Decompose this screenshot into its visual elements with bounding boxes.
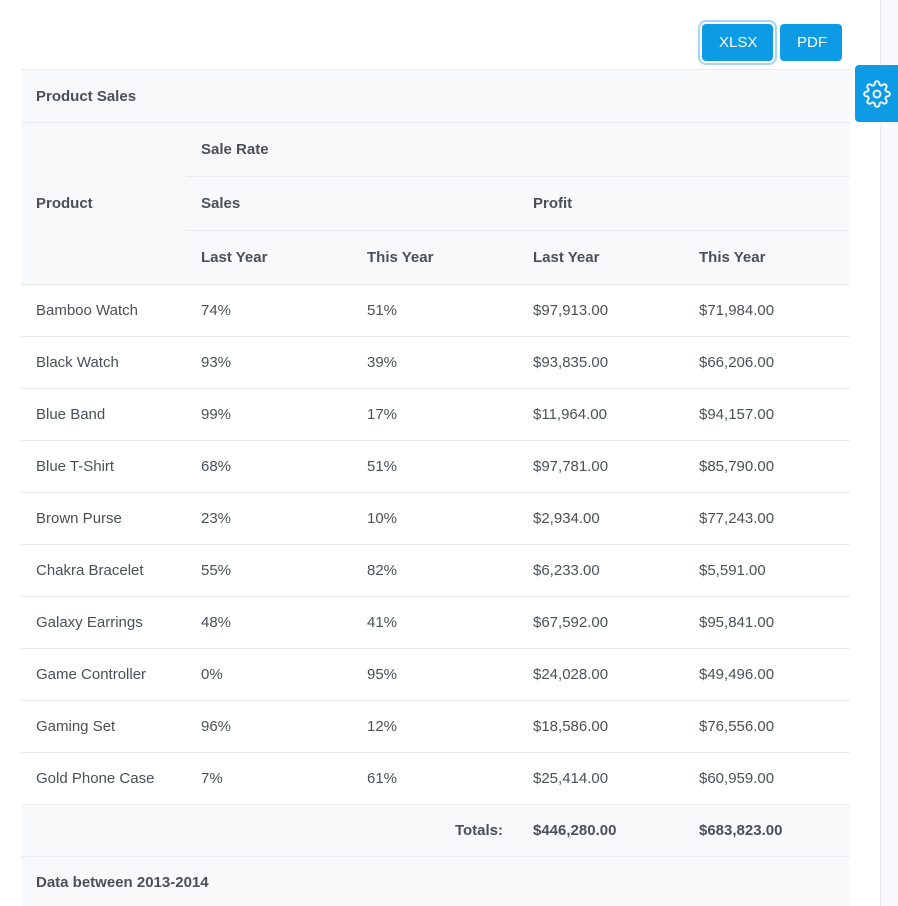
cell-product: Blue Band	[21, 388, 186, 441]
cell-sales-last-year: 96%	[186, 700, 352, 753]
table-summary: Data between 2013-2014	[21, 857, 849, 906]
table-row: Brown Purse 23% 10% $2,934.00 $77,243.00	[21, 492, 851, 545]
header-profit: Profit	[518, 176, 851, 231]
cell-sales-last-year: 74%	[186, 284, 352, 337]
header-sales-last-year: Last Year	[186, 230, 352, 285]
cell-profit-last-year: $6,233.00	[518, 544, 684, 597]
cell-sales-last-year: 68%	[186, 440, 352, 493]
cell-product: Blue T-Shirt	[21, 440, 186, 493]
header-profit-this-year: This Year	[684, 230, 851, 285]
table-row: Black Watch 93% 39% $93,835.00 $66,206.00	[21, 336, 851, 389]
cell-sales-this-year: 61%	[352, 752, 518, 805]
cell-sales-last-year: 93%	[186, 336, 352, 389]
table-row: Game Controller 0% 95% $24,028.00 $49,496.00	[21, 648, 851, 701]
cell-product: Brown Purse	[21, 492, 186, 545]
cell-sales-this-year: 12%	[352, 700, 518, 753]
cell-sales-this-year: 10%	[352, 492, 518, 545]
cell-sales-this-year: 17%	[352, 388, 518, 441]
cell-profit-last-year: $25,414.00	[518, 752, 684, 805]
table-row: Gaming Set 96% 12% $18,586.00 $76,556.00	[21, 700, 851, 753]
cell-sales-this-year: 39%	[352, 336, 518, 389]
totals-profit-this-year: $683,823.00	[684, 804, 851, 857]
cell-profit-last-year: $67,592.00	[518, 596, 684, 649]
cell-product: Black Watch	[21, 336, 186, 389]
cell-product: Gold Phone Case	[21, 752, 186, 805]
header-sales: Sales	[186, 176, 518, 231]
table-row: Blue T-Shirt 68% 51% $97,781.00 $85,790.00	[21, 440, 851, 493]
table-row: Bamboo Watch 74% 51% $97,913.00 $71,984.00	[21, 284, 851, 337]
cell-profit-last-year: $24,028.00	[518, 648, 684, 701]
cell-profit-this-year: $5,591.00	[684, 544, 851, 597]
cell-profit-this-year: $85,790.00	[684, 440, 851, 493]
cell-sales-this-year: 41%	[352, 596, 518, 649]
cell-sales-this-year: 95%	[352, 648, 518, 701]
cell-sales-last-year: 55%	[186, 544, 352, 597]
cell-sales-last-year: 48%	[186, 596, 352, 649]
gear-icon	[862, 79, 891, 108]
totals-profit-last-year: $446,280.00	[518, 804, 684, 857]
header-sale-rate: Sale Rate	[186, 122, 851, 177]
cell-profit-this-year: $71,984.00	[684, 284, 851, 337]
cell-sales-last-year: 0%	[186, 648, 352, 701]
cell-profit-this-year: $94,157.00	[684, 388, 851, 441]
table-row: Chakra Bracelet 55% 82% $6,233.00 $5,591.00	[21, 544, 851, 597]
cell-sales-last-year: 99%	[186, 388, 352, 441]
cell-profit-last-year: $97,781.00	[518, 440, 684, 493]
table-row: Gold Phone Case 7% 61% $25,414.00 $60,959.00	[21, 752, 851, 805]
header-profit-last-year: Last Year	[518, 230, 684, 285]
export-toolbar: XLSX PDF	[702, 24, 842, 61]
cell-sales-last-year: 7%	[186, 752, 352, 805]
table-title: Product Sales	[21, 69, 851, 123]
cell-product: Game Controller	[21, 648, 186, 701]
cell-profit-last-year: $2,934.00	[518, 492, 684, 545]
cell-profit-this-year: $95,841.00	[684, 596, 851, 649]
cell-sales-this-year: 51%	[352, 284, 518, 337]
cell-profit-this-year: $66,206.00	[684, 336, 851, 389]
cell-sales-this-year: 82%	[352, 544, 518, 597]
product-sales-table-container: Product Sales Product Sale Rate Sales Pr…	[21, 69, 851, 906]
cell-product: Bamboo Watch	[21, 284, 186, 337]
cell-profit-this-year: $60,959.00	[684, 752, 851, 805]
product-sales-table: Product Sales Product Sale Rate Sales Pr…	[21, 69, 851, 857]
cell-profit-last-year: $11,964.00	[518, 388, 684, 441]
cell-profit-this-year: $76,556.00	[684, 700, 851, 753]
cell-sales-this-year: 51%	[352, 440, 518, 493]
export-pdf-button[interactable]: PDF	[780, 24, 842, 61]
export-xlsx-button[interactable]: XLSX	[702, 24, 773, 61]
cell-profit-last-year: $18,586.00	[518, 700, 684, 753]
table-row: Blue Band 99% 17% $11,964.00 $94,157.00	[21, 388, 851, 441]
config-toggle-button[interactable]	[855, 65, 898, 122]
cell-product: Galaxy Earrings	[21, 596, 186, 649]
header-sales-this-year: This Year	[352, 230, 518, 285]
table-row: Galaxy Earrings 48% 41% $67,592.00 $95,841.0…	[21, 596, 851, 649]
cell-profit-this-year: $77,243.00	[684, 492, 851, 545]
cell-product: Chakra Bracelet	[21, 544, 186, 597]
totals-label: Totals:	[21, 804, 518, 857]
cell-profit-last-year: $93,835.00	[518, 336, 684, 389]
cell-profit-this-year: $49,496.00	[684, 648, 851, 701]
header-product: Product	[21, 122, 186, 285]
right-scroll-rail	[880, 0, 898, 906]
cell-profit-last-year: $97,913.00	[518, 284, 684, 337]
cell-sales-last-year: 23%	[186, 492, 352, 545]
cell-product: Gaming Set	[21, 700, 186, 753]
